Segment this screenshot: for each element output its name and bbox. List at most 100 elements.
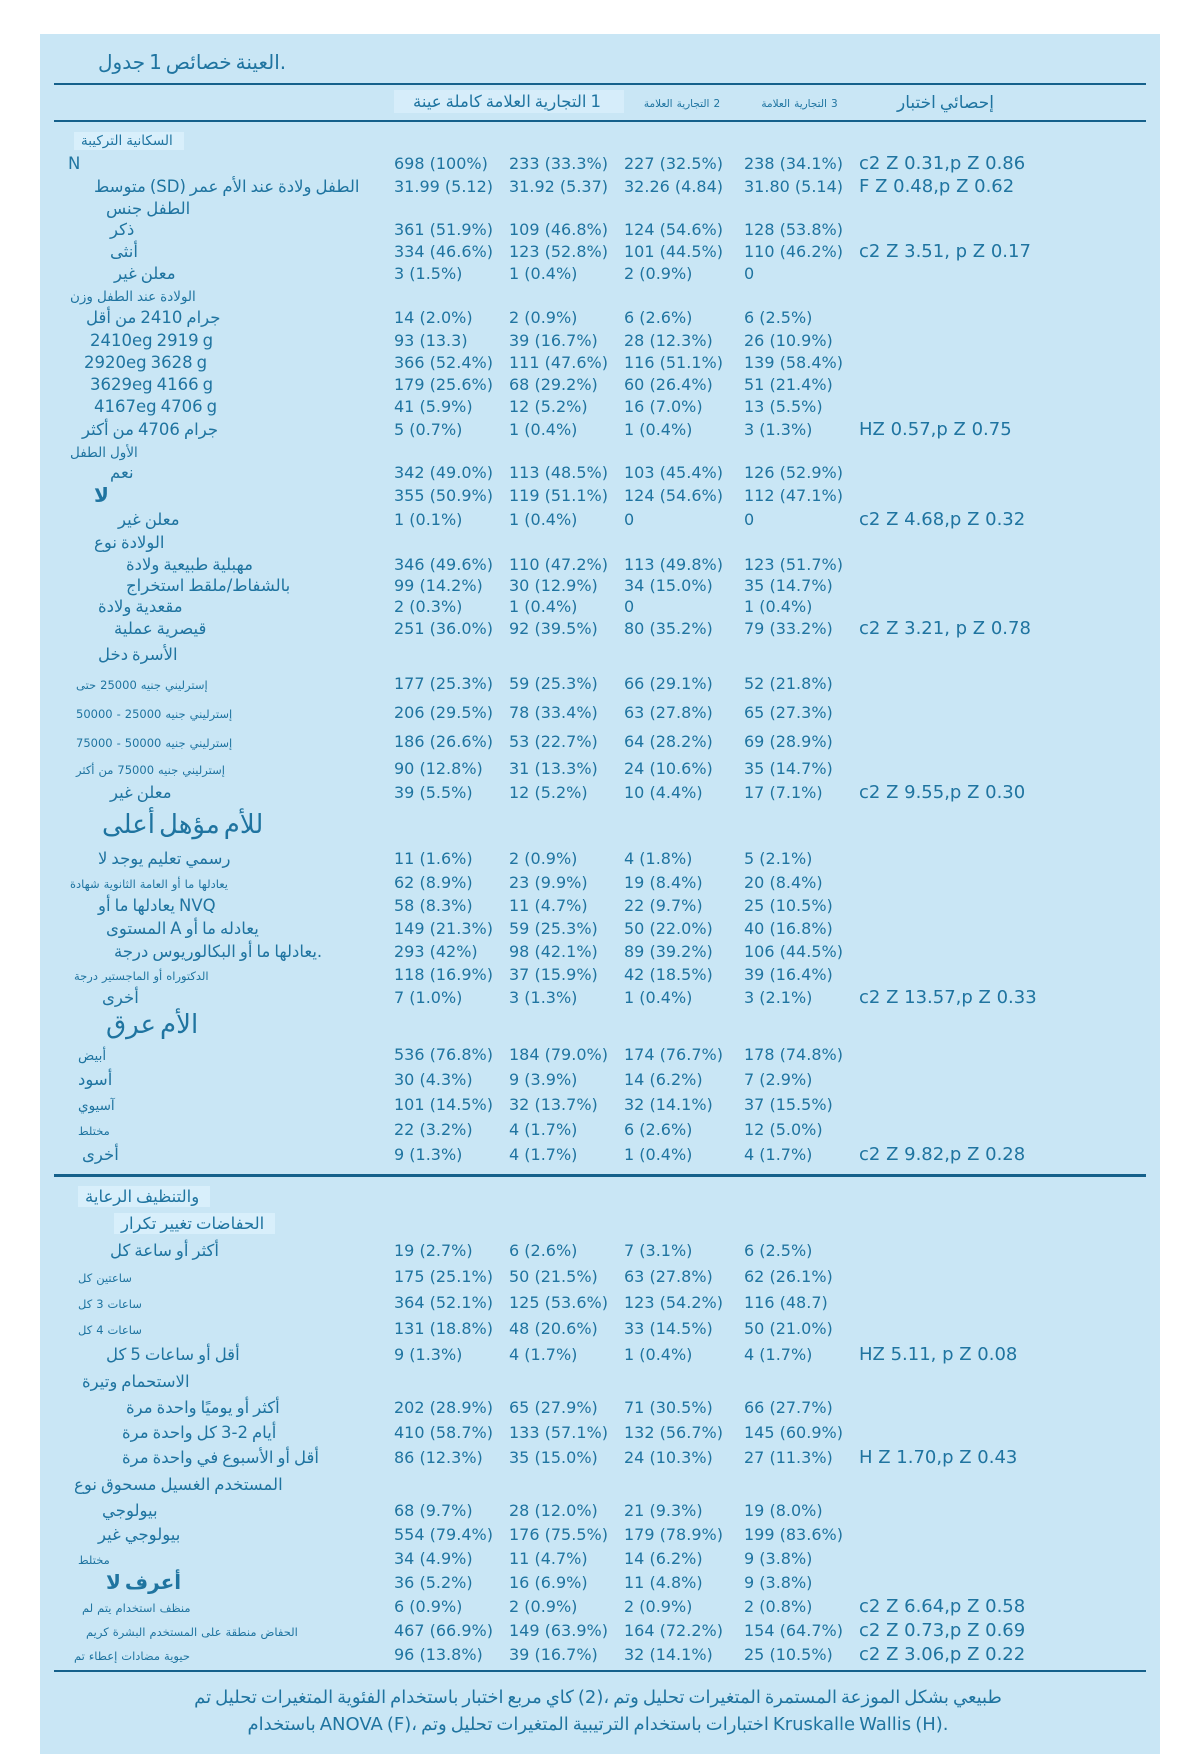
cell-value: 6 (2.5%) (744, 1240, 813, 1260)
row-label-cell: عملية قيصرية (54, 619, 394, 638)
cell-value: 164 (72.2%) (624, 1620, 723, 1640)
cell-value: 9 (3.8%) (744, 1572, 813, 1592)
cell-value: 132 (56.7%) (624, 1423, 723, 1442)
row-label-cell: لا (54, 483, 394, 507)
table-row: جنس الطفل (54, 198, 1146, 218)
cell-value: 9 (1.3%) (394, 1344, 463, 1364)
cell-test: H Z 1.70,p Z 0.43 (859, 1447, 1018, 1468)
row-label: 2410eg 2919 g (90, 330, 214, 350)
row-label-cell: أعلى مؤهل للأم (54, 810, 394, 840)
table-row: ذكر 361 (51.9%) 109 (46.8%) 124 (54.6%) 128 … (54, 218, 1146, 240)
cell-test: c2 Z 3.51, p Z 0.17 (859, 240, 1031, 262)
cell-value: 2 (0.9%) (509, 1596, 578, 1616)
cell-test: c2 Z 3.21, p Z 0.78 (859, 617, 1031, 639)
cell-value: 60 (26.4%) (624, 374, 713, 394)
row-label: ذكر (110, 219, 135, 239)
row-label-cell: استخراج بالشفاط/ملقط (54, 576, 394, 595)
cell-value: 467 (66.9%) (394, 1620, 493, 1640)
cell-value: 101 (44.5%) (624, 241, 723, 261)
row-label: أكثر من 4706 جرام (82, 419, 219, 439)
cell-value: 5 (0.7%) (394, 419, 463, 439)
cell-value: 133 (57.1%) (509, 1423, 608, 1442)
table-row: أكثر من 75000 جنيه إسترليني 90 (12.8%) 31 (13.… (54, 756, 1146, 780)
cell-value: 21 (9.3%) (624, 1500, 703, 1520)
cell-value: 149 (63.9%) (509, 1620, 608, 1640)
cell-value: 0 (744, 509, 755, 529)
cell-value: 355 (50.9%) (394, 485, 493, 505)
cell-test: c2 Z 9.55,p Z 0.30 (859, 782, 1026, 803)
cell-value: 238 (34.1%) (744, 153, 843, 173)
table-row: N 698 (100%) 233 (33.3%) 227 (32.5%) 238 (34… (54, 152, 1146, 174)
cell-value: 12 (5.0%) (744, 1120, 823, 1139)
table-row: 4167eg 4706 g 41 (5.9%) 12 (5.2%) 16 (7.0%) 13… (54, 395, 1146, 417)
row-label-cell: وزن الطفل عند الولادة (54, 286, 394, 305)
cell-value: 64 (28.2%) (624, 732, 713, 751)
cell-value: 11 (4.8%) (624, 1572, 703, 1592)
table-row: تكرار تغيير الحفاضات (54, 1209, 1146, 1237)
table-row: الطفل الأول (54, 441, 1146, 461)
row-label: حتى 25000 جنيه إسترليني (76, 678, 208, 692)
cell-value: 6 (2.6%) (624, 1120, 693, 1139)
row-label: لا يوجد تعليم رسمي (98, 848, 231, 868)
cell-value: 1 (0.4%) (624, 987, 693, 1007)
cell-value: 69 (28.9%) (744, 732, 833, 751)
row-label-cell: 75000-50000 جنيه إسترليني (54, 732, 394, 751)
cell-value: 62 (8.9%) (394, 873, 473, 892)
cell-value: 346 (49.6%) (394, 554, 493, 574)
row-label: آسيوي (78, 1098, 115, 1114)
row-label: أسود (78, 1070, 113, 1089)
cell-test: c2 Z 6.64,p Z 0.58 (859, 1595, 1026, 1617)
cell-value: 366 (52.4%) (394, 352, 493, 372)
cell-value: 24 (10.6%) (624, 758, 713, 778)
cell-value: 179 (78.9%) (624, 1524, 723, 1544)
cell-value: 6 (2.6%) (624, 308, 693, 327)
cell-value: 58 (8.3%) (394, 896, 473, 915)
row-label-cell: درجة البكالوريوس أو ما يعادلها. (54, 942, 394, 961)
cell-value: 32 (14.1%) (624, 1095, 713, 1114)
footnote-line-1: تم تحليل المتغيرات الفئوية باستخدام اختبار مرب… (194, 1687, 1002, 1708)
row-label: مختلط (78, 1552, 110, 1567)
cell-value: 123 (52.8%) (509, 241, 608, 261)
row-label-cell: 50000-25000 جنيه إسترليني (54, 703, 394, 722)
row-label-cell: تم إعطاء مضادات حيوية (54, 1645, 394, 1664)
table-row: كل 4 ساعات 131 (18.8%) 48 (20.6%) 33 (14.5%) 5… (54, 1315, 1146, 1341)
table-row: دخل الأسرة (54, 639, 1146, 669)
header-rule (54, 120, 1146, 122)
cell-value: 16 (6.9%) (509, 1572, 588, 1592)
cell-value: 3 (1.3%) (744, 419, 813, 439)
row-label: 75000-50000 جنيه إسترليني (76, 736, 233, 750)
cell-value: 101 (14.5%) (394, 1095, 493, 1114)
row-label-cell: ولادة مقعدية (54, 597, 394, 616)
cell-value: 12 (5.2%) (509, 396, 588, 416)
row-label: نوع الولادة (94, 532, 165, 552)
row-label: كل 3 ساعات (78, 1296, 142, 1311)
table-row: أنثى 334 (46.6%) 123 (52.8%) 101 (44.5%) 110… (54, 240, 1146, 262)
row-label-cell: غير معلن (54, 783, 394, 802)
cell-value: 1 (0.4%) (744, 596, 813, 616)
table-row: كل 5 ساعات أو أقل 9 (1.3%) 4 (1.7%) 1 (0.4%) 4 (… (54, 1341, 1146, 1367)
row-label: بيولوجي (102, 1500, 158, 1520)
cell-value: 342 (49.0%) (394, 462, 493, 482)
cell-value: 4 (1.7%) (744, 1344, 813, 1364)
cell-value: 2 (0.9%) (624, 263, 693, 283)
cell-value: 59 (25.3%) (509, 919, 598, 938)
cell-value: 119 (51.1%) (509, 485, 608, 505)
cell-value: 32 (13.7%) (509, 1095, 598, 1114)
cell-value: 124 (54.6%) (624, 485, 723, 505)
table-row: التركيبة السكانية (54, 128, 1146, 152)
cell-value: 51 (21.4%) (744, 374, 833, 394)
row-label: كل 5 ساعات أو أقل (106, 1344, 240, 1364)
cell-value: 202 (28.9%) (394, 1398, 493, 1417)
table-row: مختلط 22 (3.2%) 4 (1.7%) 6 (2.6%) 12 (5.0%) (54, 1117, 1146, 1142)
cell-value: 66 (27.7%) (744, 1398, 833, 1417)
row-label-cell: الطفل الأول (54, 442, 394, 461)
table-row: لم يتم استخدام منظف 6 (0.9%) 2 (0.9%) 2 (0.9%)… (54, 1594, 1146, 1618)
cell-value: 50 (22.0%) (624, 919, 713, 938)
table-row: مرة واحدة كل 3-2 أيام 410 (58.7%) 133 (57.1%) 1… (54, 1420, 1146, 1445)
row-label: أكثر من 75000 جنيه إسترليني (76, 762, 225, 777)
cell-value: 13 (5.5%) (744, 396, 823, 416)
cell-value: 53 (22.7%) (509, 732, 598, 751)
cell-value: 124 (54.6%) (624, 219, 723, 239)
cell-value: 227 (32.5%) (624, 153, 723, 173)
row-label: أعلى مؤهل للأم (102, 810, 264, 840)
